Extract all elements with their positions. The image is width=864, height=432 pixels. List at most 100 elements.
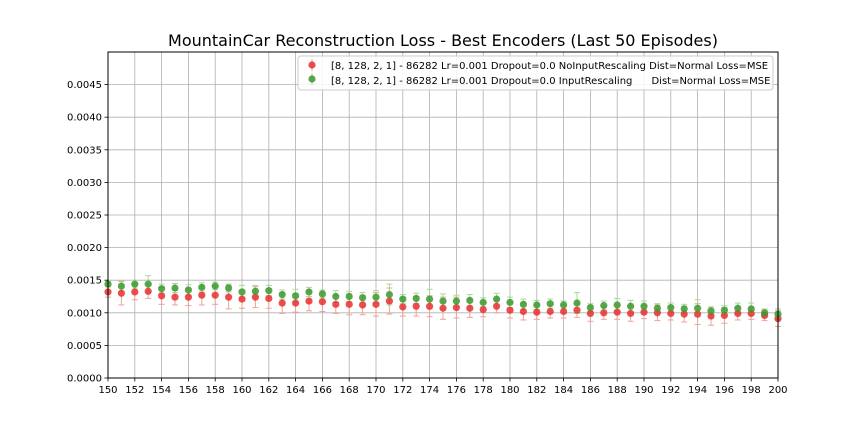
data-point-series-1 bbox=[292, 299, 300, 307]
y-tick-label: 0.0040 bbox=[67, 113, 102, 124]
data-point-series-2 bbox=[600, 302, 608, 310]
data-point-series-2 bbox=[640, 302, 648, 310]
data-point-series-1 bbox=[493, 302, 501, 310]
data-point-series-1 bbox=[560, 307, 568, 316]
data-point-series-1 bbox=[385, 297, 393, 305]
x-tick-label: 160 bbox=[232, 385, 251, 396]
data-point-series-2 bbox=[184, 286, 192, 294]
data-point-series-1 bbox=[265, 294, 273, 303]
x-axis-ticks: 150 152 154 156 158 160 162 164 166 168 170 172 174 1… bbox=[98, 378, 788, 396]
legend: [8, 128, 2, 1] - 86282 Lr=0.001 Dropout=… bbox=[297, 55, 774, 91]
data-point-series-2 bbox=[225, 284, 233, 292]
data-point-series-1 bbox=[372, 300, 380, 308]
data-point-series-1 bbox=[519, 307, 528, 316]
data-point-series-2 bbox=[586, 303, 595, 312]
legend-label-2: [8, 128, 2, 1] - 86282 Lr=0.001 Dropout=… bbox=[331, 76, 770, 87]
data-point-series-2 bbox=[519, 300, 528, 308]
data-point-series-2 bbox=[720, 306, 729, 314]
x-tick-label: 166 bbox=[313, 385, 332, 396]
x-tick-label: 190 bbox=[634, 385, 653, 396]
data-point-series-2 bbox=[292, 292, 300, 300]
y-tick-label: 0.0015 bbox=[67, 276, 102, 287]
x-tick-label: 150 bbox=[98, 385, 117, 396]
y-tick-label: 0.0025 bbox=[67, 211, 102, 222]
legend-label-1: [8, 128, 2, 1] - 86282 Lr=0.001 Dropout=… bbox=[331, 61, 768, 72]
data-point-series-1 bbox=[238, 295, 246, 303]
legend-marker-1 bbox=[308, 61, 316, 69]
data-point-series-2 bbox=[466, 296, 474, 305]
data-point-series-2 bbox=[332, 292, 340, 301]
data-point-series-2 bbox=[265, 287, 273, 295]
data-point-series-2 bbox=[144, 280, 152, 288]
y-axis-ticks: 0.0000 0.0005 0.0010 0.0015 0.0020 0.0025 0.00… bbox=[67, 80, 108, 385]
data-point-series-2 bbox=[251, 287, 259, 295]
data-point-series-1 bbox=[359, 301, 367, 309]
data-point-series-1 bbox=[318, 298, 326, 306]
data-point-series-1 bbox=[452, 303, 460, 312]
data-point-series-2 bbox=[761, 309, 769, 317]
x-tick-label: 192 bbox=[661, 385, 680, 396]
data-point-series-1 bbox=[211, 291, 219, 299]
data-point-series-1 bbox=[158, 292, 166, 300]
data-point-series-1 bbox=[278, 299, 286, 307]
data-point-series-2 bbox=[546, 300, 554, 308]
y-tick-label: 0.0045 bbox=[67, 80, 102, 91]
legend-marker-2 bbox=[308, 75, 316, 83]
y-tick-label: 0.0010 bbox=[67, 308, 102, 319]
data-point-series-2 bbox=[426, 295, 434, 303]
data-point-series-1 bbox=[426, 302, 434, 310]
data-point-series-2 bbox=[131, 280, 139, 288]
data-point-series-2 bbox=[680, 305, 688, 313]
data-point-series-1 bbox=[627, 309, 635, 318]
data-point-series-1 bbox=[479, 305, 487, 314]
data-point-series-2 bbox=[158, 285, 166, 293]
data-point-series-1 bbox=[600, 309, 608, 317]
data-point-series-2 bbox=[479, 298, 487, 306]
x-tick-label: 152 bbox=[125, 385, 144, 396]
x-tick-label: 168 bbox=[340, 385, 359, 396]
x-tick-label: 178 bbox=[474, 385, 493, 396]
x-tick-label: 194 bbox=[688, 385, 707, 396]
x-tick-label: 156 bbox=[179, 385, 198, 396]
data-point-series-2 bbox=[399, 295, 407, 303]
x-tick-label: 164 bbox=[286, 385, 305, 396]
data-point-series-2 bbox=[667, 303, 675, 312]
x-tick-label: 186 bbox=[581, 385, 600, 396]
legend-box bbox=[297, 55, 774, 91]
x-tick-label: 184 bbox=[554, 385, 573, 396]
data-point-series-1 bbox=[171, 293, 179, 301]
y-tick-label: 0.0030 bbox=[67, 178, 102, 189]
data-point-series-1 bbox=[734, 309, 742, 318]
data-point-series-2 bbox=[533, 301, 541, 309]
data-point-series-2 bbox=[560, 301, 568, 309]
y-tick-label: 0.0020 bbox=[67, 243, 102, 254]
x-tick-label: 176 bbox=[447, 385, 466, 396]
data-point-series-2 bbox=[372, 293, 380, 301]
data-point-series-1 bbox=[613, 308, 621, 316]
data-point-series-2 bbox=[117, 282, 125, 290]
data-point-series-2 bbox=[506, 298, 514, 306]
data-point-series-1 bbox=[345, 300, 353, 308]
data-point-series-1 bbox=[412, 302, 420, 310]
data-point-series-2 bbox=[211, 282, 219, 290]
data-point-series-2 bbox=[412, 294, 420, 303]
data-point-series-2 bbox=[278, 290, 286, 299]
x-tick-label: 170 bbox=[366, 385, 385, 396]
data-point-series-1 bbox=[586, 309, 595, 318]
data-point-series-2 bbox=[238, 288, 246, 296]
x-tick-label: 158 bbox=[206, 385, 225, 396]
data-point-series-1 bbox=[720, 311, 729, 320]
data-point-series-2 bbox=[573, 299, 581, 307]
data-point-series-1 bbox=[533, 308, 541, 316]
data-point-series-1 bbox=[466, 304, 474, 312]
data-point-series-1 bbox=[546, 307, 554, 316]
data-point-series-1 bbox=[640, 308, 648, 316]
data-point-series-2 bbox=[345, 292, 353, 301]
data-point-series-1 bbox=[680, 310, 688, 318]
data-point-series-2 bbox=[439, 297, 447, 305]
data-points bbox=[104, 280, 782, 323]
data-point-series-2 bbox=[318, 290, 326, 298]
x-tick-label: 196 bbox=[715, 385, 734, 396]
y-tick-label: 0.0000 bbox=[67, 374, 102, 385]
